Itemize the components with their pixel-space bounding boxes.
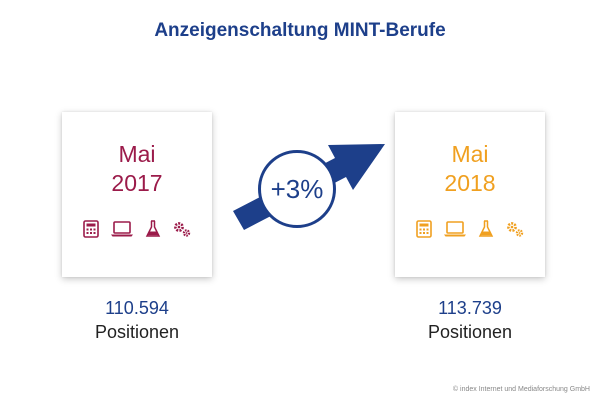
gears-icon [505,220,525,238]
flask-icon [478,220,494,238]
laptop-icon [443,221,467,237]
flask-icon [145,220,161,238]
count-2017: 110.594 [105,298,169,318]
icon-row [62,220,212,238]
card-year: 2017 [111,170,163,196]
calculator-icon [415,220,432,238]
calculator-icon [82,220,99,238]
card-2017: Mai 2017 [62,112,212,277]
card-month: Mai [451,141,489,167]
card-2018: Mai 2018 [395,112,545,277]
icon-row [395,220,545,238]
count-2018: 113.739 [438,298,502,318]
unit-2018: Positionen [427,322,513,342]
gears-icon [172,220,192,238]
unit-2017: Positionen [94,322,180,342]
card-year: 2018 [444,170,496,196]
copyright-notice: © index Internet und Mediaforschung GmbH [452,386,590,393]
page-title: Anzeigenschaltung MINT-Berufe [154,20,446,41]
laptop-icon [110,221,134,237]
growth-badge: +3% [258,150,336,228]
card-month: Mai [118,141,156,167]
